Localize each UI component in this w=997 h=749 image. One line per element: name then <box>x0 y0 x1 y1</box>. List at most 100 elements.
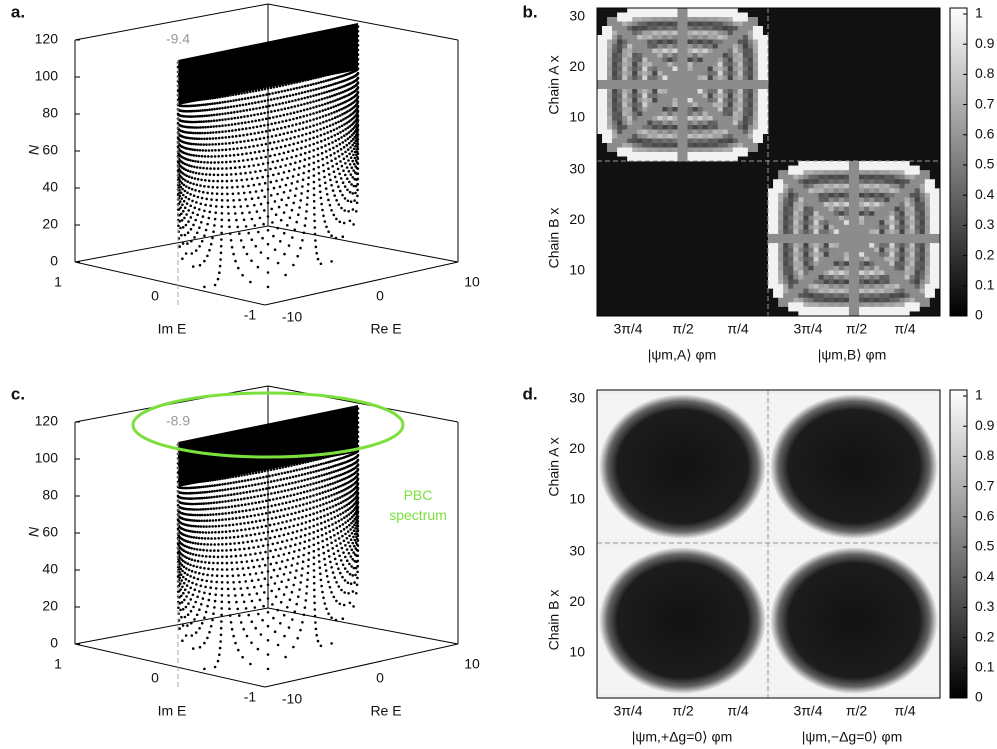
heatmap-cell <box>692 35 698 40</box>
heatmap-cell <box>702 12 709 18</box>
z-tick-label: 120 <box>35 31 59 47</box>
heatmap-cell <box>607 12 613 18</box>
heatmap-cell <box>717 30 724 36</box>
heatmap-cell <box>894 265 900 271</box>
heatmap-cell <box>934 220 941 226</box>
heatmap-cell <box>752 35 759 40</box>
heatmap-cell <box>899 238 905 244</box>
colorbar-tick-label: 0.1 <box>975 659 995 675</box>
heatmap-cell <box>667 129 673 135</box>
heatmap-cell <box>727 48 734 54</box>
heatmap-cell <box>677 35 683 40</box>
heatmap-cell <box>874 306 880 312</box>
heatmap-cell <box>702 125 709 130</box>
heatmap-cell <box>919 220 926 226</box>
heatmap-cell <box>612 143 618 148</box>
heatmap-cell <box>632 89 638 94</box>
heatmap-cell <box>632 12 638 18</box>
heatmap-cell <box>813 211 819 217</box>
heatmap-cell <box>793 224 799 230</box>
heatmap-cell <box>612 12 618 18</box>
heatmap-cell <box>692 26 698 31</box>
heatmap-cell <box>637 98 643 103</box>
heatmap-cell <box>859 288 865 294</box>
heatmap-cell <box>737 12 744 18</box>
heatmap-cell <box>899 179 905 185</box>
axis-line <box>74 3 269 41</box>
heatmap-cell <box>848 215 855 221</box>
heatmap-cell <box>833 306 840 312</box>
heatmap-cell <box>828 284 835 290</box>
heatmap-cell <box>884 183 890 189</box>
heatmap-cell <box>627 17 633 22</box>
heatmap-cell <box>632 17 638 22</box>
heatmap-cell <box>879 279 885 285</box>
heatmap-cell <box>843 293 850 299</box>
heatmap-cell <box>612 102 618 108</box>
heatmap-cell <box>672 138 678 144</box>
heatmap-cell <box>773 179 779 185</box>
heatmap-cell <box>712 80 719 85</box>
heatmap-cell <box>742 30 749 36</box>
heatmap-cell <box>773 197 779 203</box>
heatmap-cell <box>778 238 784 244</box>
heatmap-cell <box>617 80 623 85</box>
x-tick-label: 3π/4 <box>613 703 642 719</box>
heatmap-cell <box>622 17 628 22</box>
heatmap-cell <box>632 102 638 108</box>
heatmap-cell <box>864 243 870 249</box>
heatmap-cell <box>762 138 769 144</box>
heatmap-cell <box>657 35 663 40</box>
colorbar-tick-label: 0 <box>975 307 983 323</box>
heatmap-cell <box>798 179 804 185</box>
heatmap-cell <box>843 188 850 194</box>
panel-label: c. <box>11 384 25 403</box>
heatmap-cell <box>697 35 704 40</box>
panel-label: d. <box>522 384 537 403</box>
heatmap-cell <box>652 21 658 27</box>
heatmap-cell <box>768 211 774 217</box>
heatmap-cell <box>929 279 936 285</box>
heatmap-cell <box>732 116 739 121</box>
z-tick-label: 100 <box>35 450 59 466</box>
heatmap-cell <box>627 8 633 13</box>
heatmap-cell <box>909 238 916 244</box>
heatmap-cell <box>818 183 825 189</box>
heatmap-cell <box>727 129 734 135</box>
heatmap-cell <box>622 35 628 40</box>
heatmap-cell <box>778 233 784 239</box>
heatmap-cell <box>632 116 638 121</box>
heatmap-cell <box>602 35 608 40</box>
heatmap-cell <box>924 206 931 212</box>
heatmap-cell <box>722 35 729 40</box>
heatmap-cell <box>747 89 754 94</box>
heatmap-cell <box>662 147 668 153</box>
heatmap-cell <box>788 197 794 203</box>
heatmap-cell <box>783 238 789 244</box>
heatmap-cell <box>627 71 633 76</box>
heatmap-cell <box>924 165 931 171</box>
heatmap-cell <box>617 21 623 27</box>
heatmap-cell <box>798 233 804 239</box>
heatmap-cell <box>813 261 819 267</box>
heatmap-cell <box>828 293 835 299</box>
heatmap-cell <box>768 179 774 185</box>
heatmap-cell <box>924 170 931 176</box>
heatmap-cell <box>889 247 895 253</box>
heatmap-cell <box>722 152 729 157</box>
heatmap-cell <box>854 270 860 276</box>
heatmap-cell <box>747 111 754 117</box>
heatmap-cell <box>773 202 779 207</box>
heatmap-cell <box>833 215 840 221</box>
heatmap-cell <box>717 48 724 54</box>
heatmap-cell <box>919 206 926 212</box>
heatmap-cell <box>722 75 729 81</box>
heatmap-cell <box>627 75 633 81</box>
heatmap-cell <box>919 183 926 189</box>
heatmap-cell <box>843 206 850 212</box>
heatmap-cell <box>773 306 779 312</box>
heatmap-cell <box>747 138 754 144</box>
heatmap-cell <box>632 129 638 135</box>
heatmap-cell <box>697 62 704 67</box>
heatmap-cell <box>667 57 673 63</box>
